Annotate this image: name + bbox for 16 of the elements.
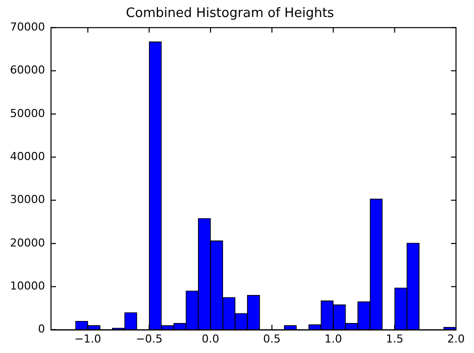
- x-tick-label: 1.5: [386, 332, 404, 346]
- y-tick-label: 0: [38, 322, 45, 336]
- y-tick-label: 10000: [10, 279, 45, 292]
- x-tick-label: −0.5: [136, 332, 163, 346]
- x-tick-label: −1.0: [74, 332, 102, 346]
- x-tick-label: 1.0: [324, 332, 342, 346]
- y-tick-label: 70000: [10, 20, 45, 34]
- x-tick-label: 0.0: [202, 332, 220, 346]
- y-tick-label: 50000: [10, 106, 45, 120]
- x-tick-label: 2.0: [447, 332, 465, 346]
- y-tick-label: 30000: [10, 193, 45, 206]
- y-tick-label: 60000: [10, 64, 45, 77]
- chart-title: Combined Histogram of Heights: [126, 6, 334, 22]
- y-tick-label: 20000: [10, 236, 45, 250]
- x-tick-label: 0.5: [263, 332, 281, 346]
- y-tick-label: 40000: [10, 150, 45, 163]
